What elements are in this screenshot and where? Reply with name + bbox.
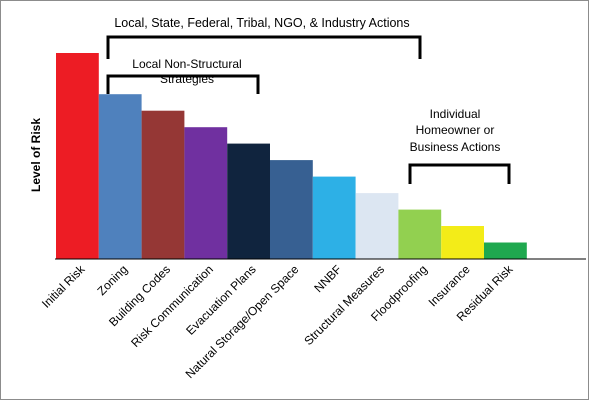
bracket-individual-actions-label-line3: Business Actions (410, 140, 501, 154)
bracket-local-non-structural: Local Non-Structural Strategies (106, 57, 260, 94)
bar-residual-risk (484, 242, 527, 259)
bracket-local-non-structural-label-line2: Strategies (160, 72, 214, 86)
tick-label-risk-communication: Risk Communication (128, 262, 216, 350)
bar-floodproofing (398, 209, 442, 259)
bracket-local-non-structural-line (106, 74, 260, 94)
bar-building-codes (141, 110, 185, 259)
tick-label-structural-measures: Structural Measures (301, 262, 387, 348)
bracket-individual-actions-label-line2: Homeowner or (416, 123, 495, 137)
bar-initial-risk (56, 53, 99, 259)
bar-insurance (441, 226, 484, 259)
bracket-broad-actions: Local, State, Federal, Tribal, NGO, & In… (106, 16, 422, 59)
tick-label-initial-risk: Initial Risk (39, 262, 88, 311)
bracket-individual-actions: Individual Homeowner or Business Actions (408, 107, 511, 184)
bars (56, 53, 527, 259)
bar-zoning (98, 94, 142, 259)
bar-natural-storage-open-space (270, 160, 313, 259)
bracket-individual-actions-line (408, 163, 511, 184)
y-axis-label: Level of Risk (29, 118, 43, 192)
bracket-broad-actions-label: Local, State, Federal, Tribal, NGO, & In… (114, 16, 409, 30)
tick-label-nnbf: NNBF (311, 262, 344, 295)
tick-label-zoning: Zoning (94, 262, 130, 298)
bracket-local-non-structural-label-line1: Local Non-Structural (132, 57, 241, 71)
bar-risk-communication (184, 127, 228, 259)
bracket-broad-actions-line (106, 35, 422, 59)
bar-evacuation-plans (227, 143, 270, 259)
bar-nnbf (312, 176, 356, 259)
bar-structural-measures (355, 193, 399, 259)
bracket-individual-actions-label-line1: Individual (430, 107, 481, 121)
